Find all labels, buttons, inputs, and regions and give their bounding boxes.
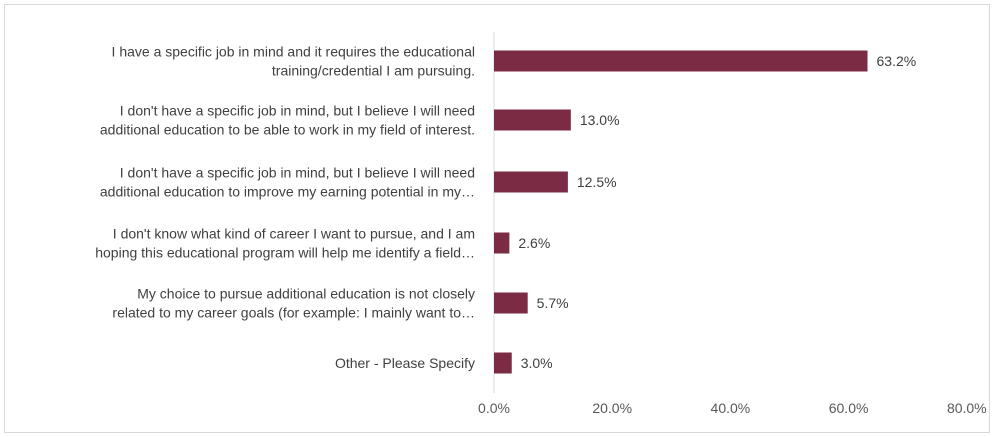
data-label: 2.6% — [518, 235, 550, 251]
category-label-line: additional education to improve my earni… — [100, 184, 475, 200]
x-tick-label: 20.0% — [592, 400, 632, 416]
category-label-line: I have a specific job in mind and it req… — [112, 44, 475, 60]
bar — [494, 292, 528, 314]
category-label: My choice to pursue additional education… — [112, 286, 475, 321]
category-label: I have a specific job in mind and it req… — [112, 44, 475, 79]
category-label: I don't have a specific job in mind, but… — [100, 103, 475, 138]
data-label: 63.2% — [877, 53, 917, 69]
category-label: I don't know what kind of career I want … — [95, 226, 475, 261]
data-label: 13.0% — [580, 112, 620, 128]
data-label: 5.7% — [537, 295, 569, 311]
bar — [494, 50, 868, 72]
category-label-line: related to my career goals (for example:… — [112, 305, 475, 321]
category-label: Other - Please Specify — [335, 355, 475, 371]
category-label-line: Other - Please Specify — [335, 355, 475, 371]
x-tick-label: 40.0% — [711, 400, 751, 416]
category-label-line: training/credential I am pursuing. — [272, 63, 475, 79]
category-label-line: I don't have a specific job in mind, but… — [120, 165, 475, 181]
bar — [494, 171, 568, 193]
category-label-line: hoping this educational program will hel… — [95, 245, 475, 261]
category-label: I don't have a specific job in mind, but… — [100, 165, 475, 200]
x-tick-label: 0.0% — [478, 400, 510, 416]
category-label-line: My choice to pursue additional education… — [137, 286, 475, 302]
x-tick-label: 60.0% — [829, 400, 869, 416]
x-tick-label: 80.0% — [947, 400, 987, 416]
category-label-line: I don't have a specific job in mind, but… — [120, 103, 475, 119]
data-label: 3.0% — [521, 355, 553, 371]
bar — [494, 352, 512, 374]
bar — [494, 232, 510, 254]
category-label-line: I don't know what kind of career I want … — [113, 226, 475, 242]
data-label: 12.5% — [577, 174, 617, 190]
category-label-line: additional education to be able to work … — [100, 122, 475, 138]
bar — [494, 109, 571, 131]
